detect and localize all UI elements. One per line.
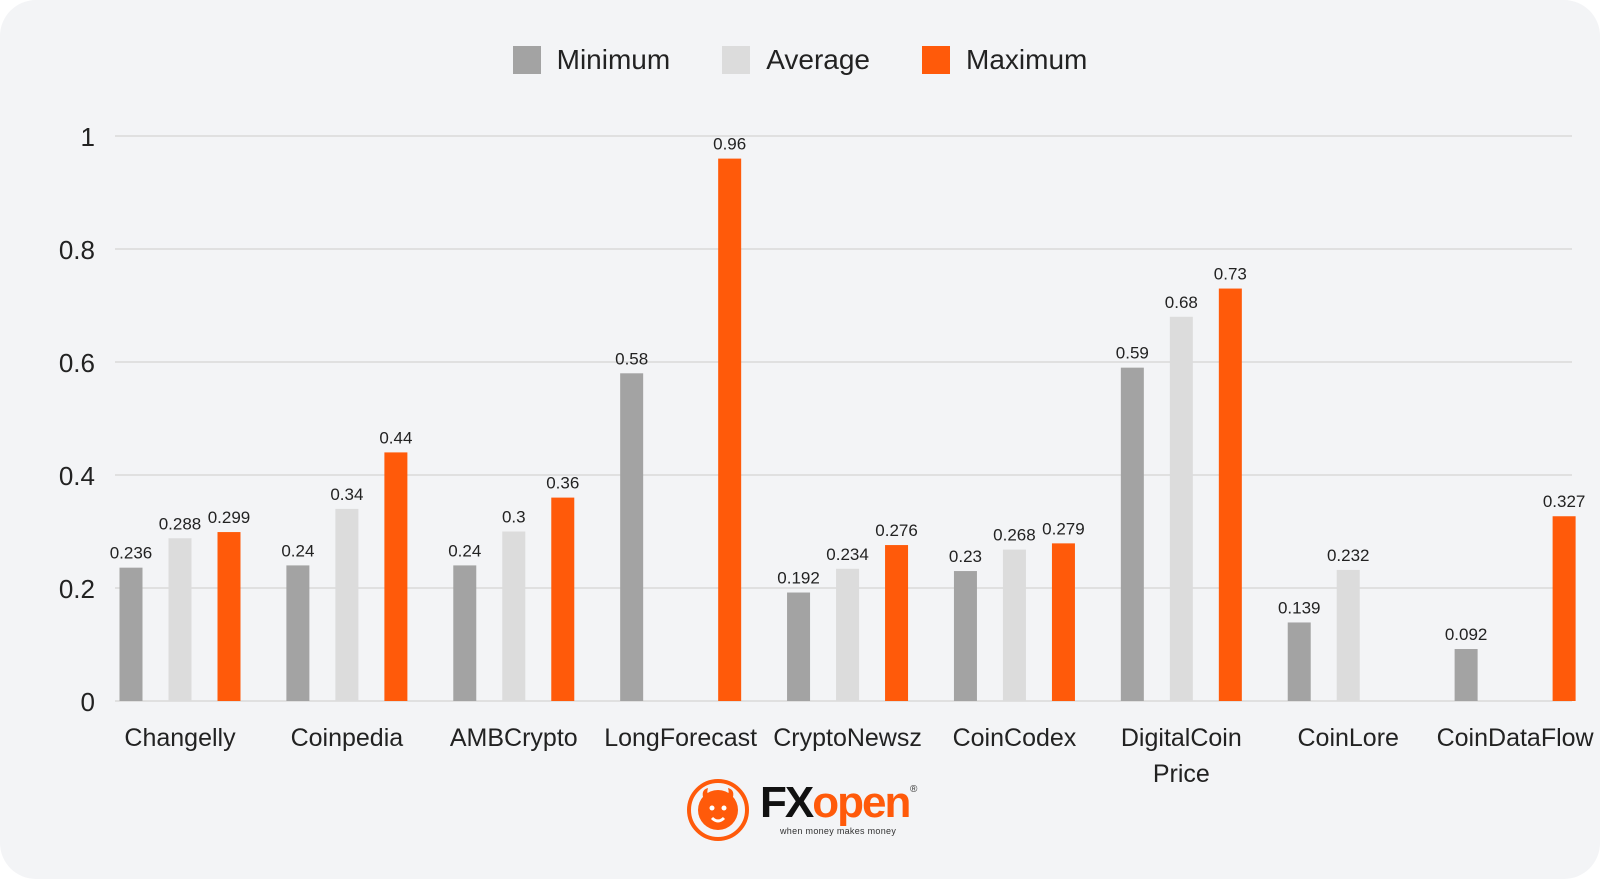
x-tick-label: CryptoNewsz xyxy=(773,724,922,752)
legend-item-maximum: Maximum xyxy=(922,44,1087,76)
bar-average xyxy=(1169,316,1193,701)
data-label-maximum: 0.73 xyxy=(1214,265,1247,284)
bar-maximum xyxy=(551,497,575,701)
y-tick-label: 0.6 xyxy=(59,348,95,378)
legend-label-minimum: Minimum xyxy=(556,44,671,75)
x-tick-label: DigitalCoin xyxy=(1121,724,1242,752)
bar-average xyxy=(502,531,526,701)
data-label-minimum: 0.192 xyxy=(777,569,820,588)
bar-minimum xyxy=(119,567,143,701)
data-label-maximum: 0.276 xyxy=(875,521,918,540)
data-label-average: 0.288 xyxy=(159,514,202,533)
bar-average xyxy=(1336,569,1360,701)
data-label-minimum: 0.23 xyxy=(949,547,982,566)
bar-maximum xyxy=(1218,288,1242,701)
legend-label-maximum: Maximum xyxy=(966,44,1088,75)
data-label-average: 0.232 xyxy=(1327,546,1370,565)
data-label-average: 0.68 xyxy=(1165,293,1198,312)
x-tick-label: CoinDataFlow xyxy=(1437,724,1595,752)
bar-minimum xyxy=(1454,649,1478,701)
bar-maximum xyxy=(217,532,241,701)
data-label-average: 0.268 xyxy=(993,526,1036,545)
data-label-minimum: 0.139 xyxy=(1278,598,1321,617)
x-tick-label: AMBCrypto xyxy=(450,724,578,752)
data-label-maximum: 0.96 xyxy=(713,135,746,154)
y-tick-label: 1 xyxy=(81,122,95,152)
fxopen-logo: FXopen ® when money makes money xyxy=(684,776,918,846)
y-tick-label: 0.8 xyxy=(59,235,95,265)
bar-minimum xyxy=(453,565,477,701)
bar-average xyxy=(335,508,359,701)
legend-item-minimum: Minimum xyxy=(512,44,671,76)
bar-maximum xyxy=(885,545,909,701)
legend-swatch-minimum xyxy=(512,46,541,74)
bar-maximum xyxy=(1051,543,1075,701)
data-label-minimum: 0.59 xyxy=(1116,344,1149,363)
x-tick-label: CoinCodex xyxy=(953,724,1077,752)
data-label-maximum: 0.36 xyxy=(546,474,579,493)
bar-minimum xyxy=(1287,622,1311,701)
bar-average xyxy=(168,538,192,701)
legend-swatch-maximum xyxy=(922,46,950,74)
chart-legend: Minimum Average Maximum xyxy=(0,44,1600,76)
bull-emblem-icon xyxy=(687,779,749,841)
legend-label-average: Average xyxy=(766,44,870,75)
data-label-maximum: 0.299 xyxy=(208,508,251,527)
data-label-minimum: 0.24 xyxy=(281,541,314,560)
bar-minimum xyxy=(286,565,310,701)
data-label-minimum: 0.236 xyxy=(110,544,153,563)
data-label-average: 0.34 xyxy=(330,485,363,504)
bar-average xyxy=(836,568,860,701)
data-label-maximum: 0.327 xyxy=(1543,492,1586,511)
bar-minimum xyxy=(787,592,811,701)
data-label-maximum: 0.44 xyxy=(379,428,412,447)
y-tick-label: 0.4 xyxy=(59,461,95,491)
bar-average xyxy=(1002,549,1026,701)
bar-minimum xyxy=(1120,367,1144,701)
y-tick-label: 0.2 xyxy=(59,574,95,604)
x-tick-label: CoinLore xyxy=(1297,724,1398,752)
data-label-minimum: 0.092 xyxy=(1445,625,1488,644)
y-tick-label: 0 xyxy=(81,687,95,717)
bar-minimum xyxy=(953,571,977,701)
logo-registered-mark: ® xyxy=(910,784,918,795)
data-label-average: 0.3 xyxy=(502,508,526,527)
data-label-minimum: 0.24 xyxy=(448,541,481,560)
data-label-maximum: 0.279 xyxy=(1042,519,1085,538)
legend-swatch-average xyxy=(722,46,751,74)
legend-item-average: Average xyxy=(722,44,870,76)
bar-minimum xyxy=(620,373,644,701)
x-tick-label: Coinpedia xyxy=(291,724,404,752)
data-label-average: 0.234 xyxy=(826,545,869,564)
bar-maximum xyxy=(384,452,408,701)
x-tick-label: LongForecast xyxy=(604,724,757,752)
bar-maximum xyxy=(718,158,742,702)
bar-maximum xyxy=(1552,516,1576,701)
data-label-minimum: 0.58 xyxy=(615,349,648,368)
x-tick-label: Changelly xyxy=(124,724,236,752)
logo-tagline: when money makes money xyxy=(780,826,897,836)
x-tick-label: Price xyxy=(1153,760,1210,788)
logo-wordmark: FXopen xyxy=(760,778,911,827)
